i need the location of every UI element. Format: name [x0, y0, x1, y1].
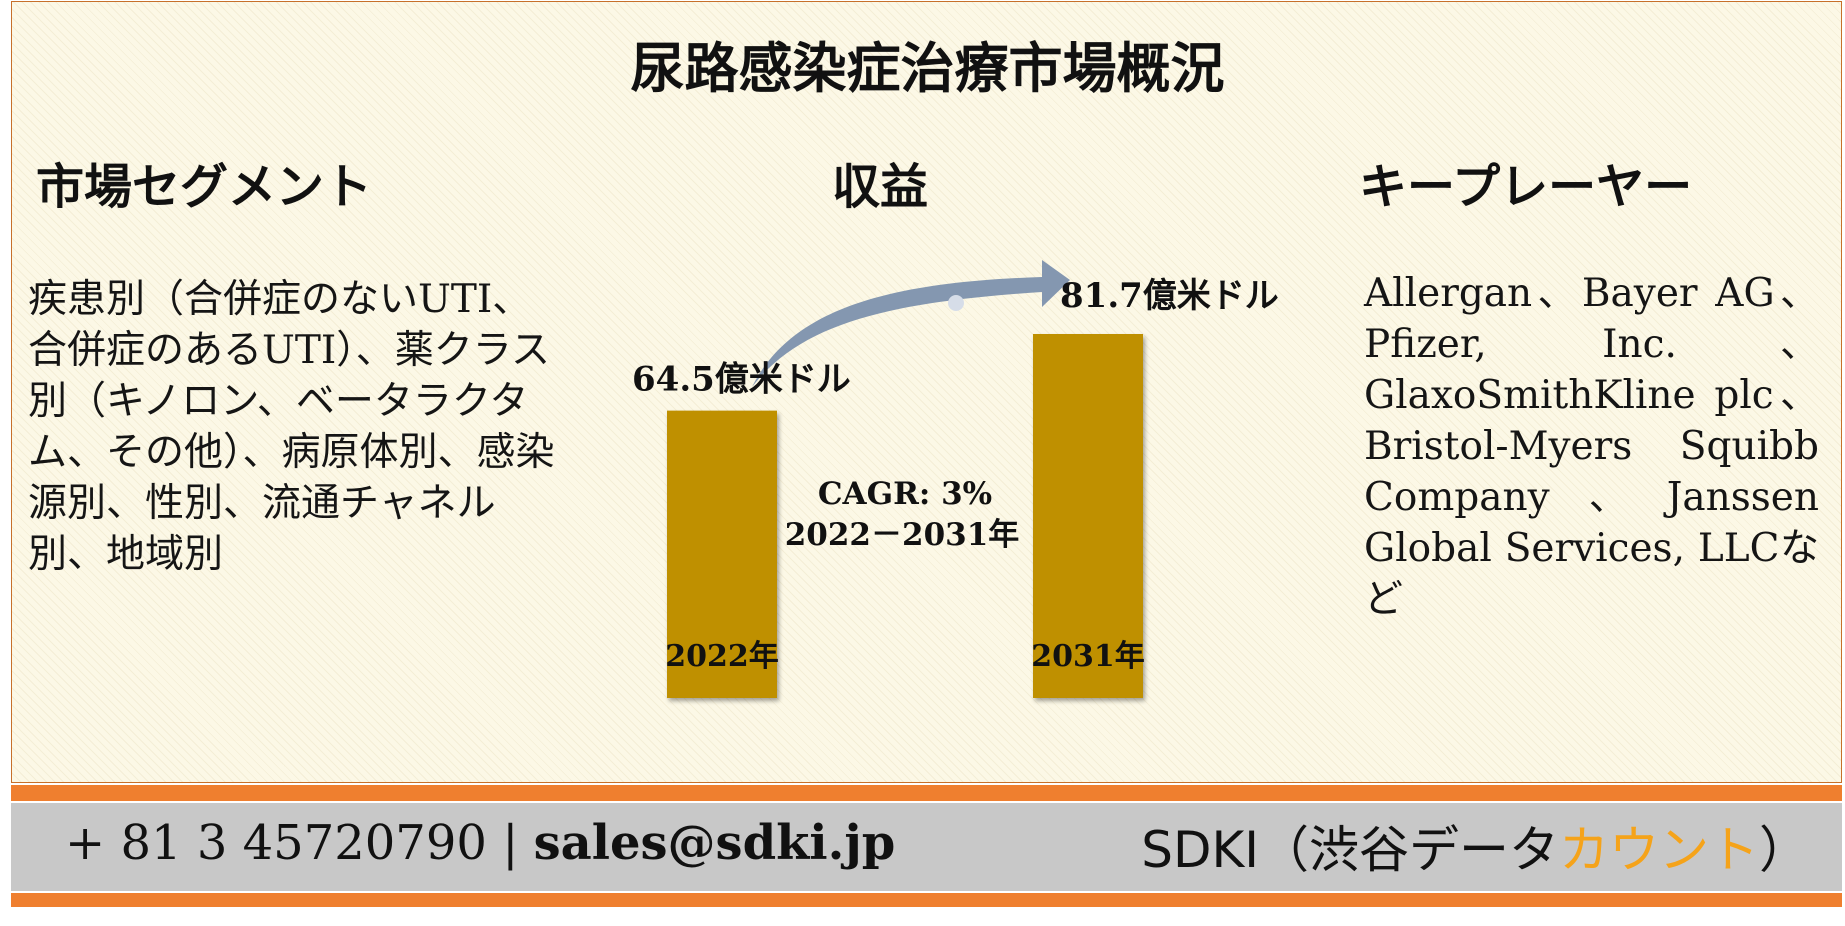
revenue-chart: 2022年 64.5億米ドル 2031年 81.7億米ドル CAGR: 3% 2022…	[632, 260, 1279, 698]
brand-end: ）	[1759, 821, 1809, 879]
arrow-highlight-dot	[948, 295, 964, 311]
footer-band	[11, 803, 1842, 891]
players-text: Allergan、Bayer AG、Pfizer, Inc.、GlaxoSmit…	[1364, 271, 1819, 622]
segments-text: 疾患別（合併症のないUTI、合併症のあるUTI）、薬クラス別（キノロン、ベータラ…	[28, 277, 555, 577]
brand-main: SDKI（渋谷データ	[1141, 821, 1559, 879]
contact-info: + 81 3 45720790 | sales@sdki.jp	[65, 815, 895, 871]
cagr-period-label: 2022－2031年	[785, 517, 1020, 553]
value-label-1: 64.5億米ドル	[632, 360, 851, 400]
players-heading: キープレーヤー	[1359, 159, 1693, 215]
bar-1	[667, 410, 777, 698]
phone-number: + 81 3 45720790	[65, 815, 487, 871]
bar-2	[1033, 334, 1143, 698]
brand-name: SDKI（渋谷データカウント）	[1141, 810, 1809, 882]
page-title: 尿路感染症治療市場概況	[630, 36, 1225, 100]
footer-top-bar	[11, 785, 1842, 801]
cagr-label: CAGR: 3%	[818, 476, 992, 512]
value-label-2: 81.7億米ドル	[1060, 276, 1279, 316]
category-label-1: 2022年	[665, 639, 779, 674]
bar-labels-group: 2022年 64.5億米ドル 2031年 81.7億米ドル	[632, 276, 1279, 674]
segment-heading: 市場セグメント	[36, 159, 373, 215]
infographic-panel: 尿路感染症治療市場概況 市場セグメント 収益 キープレーヤー 疾患別（合併症のな…	[11, 1, 1842, 783]
footer-bottom-bar	[11, 893, 1842, 907]
bars-group	[667, 334, 1143, 698]
category-label-2: 2031年	[1031, 639, 1145, 674]
brand-accent: カウント	[1559, 821, 1759, 879]
growth-arrow	[752, 260, 1070, 387]
revenue-heading: 収益	[832, 159, 929, 215]
contact-separator: |	[502, 815, 519, 871]
email-address[interactable]: sales@sdki.jp	[533, 815, 896, 871]
